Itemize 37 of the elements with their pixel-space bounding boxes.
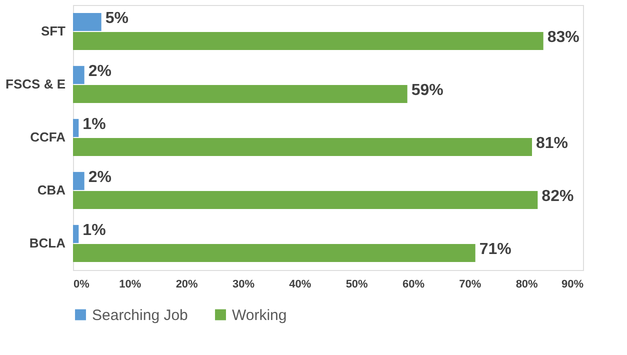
x-tick-label: 20% bbox=[176, 278, 198, 290]
data-label: 2% bbox=[88, 168, 112, 186]
bar bbox=[73, 138, 532, 156]
x-tick-label: 0% bbox=[74, 278, 90, 290]
data-label: 2% bbox=[88, 62, 112, 80]
data-label: 71% bbox=[479, 241, 512, 258]
y-tick-label: SFT bbox=[40, 24, 66, 38]
x-tick-label: 80% bbox=[516, 278, 538, 290]
x-tick-label: 90% bbox=[561, 278, 584, 290]
legend-label: Working bbox=[232, 306, 287, 324]
data-label: 59% bbox=[411, 82, 444, 100]
data-label: 82% bbox=[542, 188, 574, 206]
bar bbox=[73, 118, 79, 138]
legend-label: Searching Job bbox=[92, 306, 188, 324]
x-tick-label: 70% bbox=[459, 278, 482, 290]
bar bbox=[73, 32, 544, 50]
bar bbox=[73, 244, 476, 262]
bar bbox=[73, 12, 102, 32]
y-tick-label: CBA bbox=[37, 182, 66, 198]
bar bbox=[73, 84, 408, 104]
data-label: 1% bbox=[82, 222, 106, 239]
bar bbox=[73, 172, 84, 190]
x-tick-label: 40% bbox=[289, 278, 312, 290]
x-tick-label: 30% bbox=[232, 278, 255, 290]
y-tick-label: FSCS & E bbox=[6, 76, 66, 92]
data-label: 83% bbox=[547, 29, 580, 46]
y-tick-label: CCFA bbox=[30, 130, 66, 144]
y-tick-label: BCLA bbox=[29, 236, 66, 250]
bar bbox=[73, 190, 538, 210]
x-tick-label: 10% bbox=[119, 278, 142, 290]
bar bbox=[73, 66, 84, 84]
x-tick-label: 60% bbox=[402, 278, 425, 290]
data-label: 5% bbox=[105, 10, 128, 27]
data-label: 1% bbox=[82, 116, 106, 133]
x-tick-label: 50% bbox=[346, 278, 368, 290]
data-label: 81% bbox=[536, 135, 568, 152]
bar bbox=[73, 224, 79, 244]
